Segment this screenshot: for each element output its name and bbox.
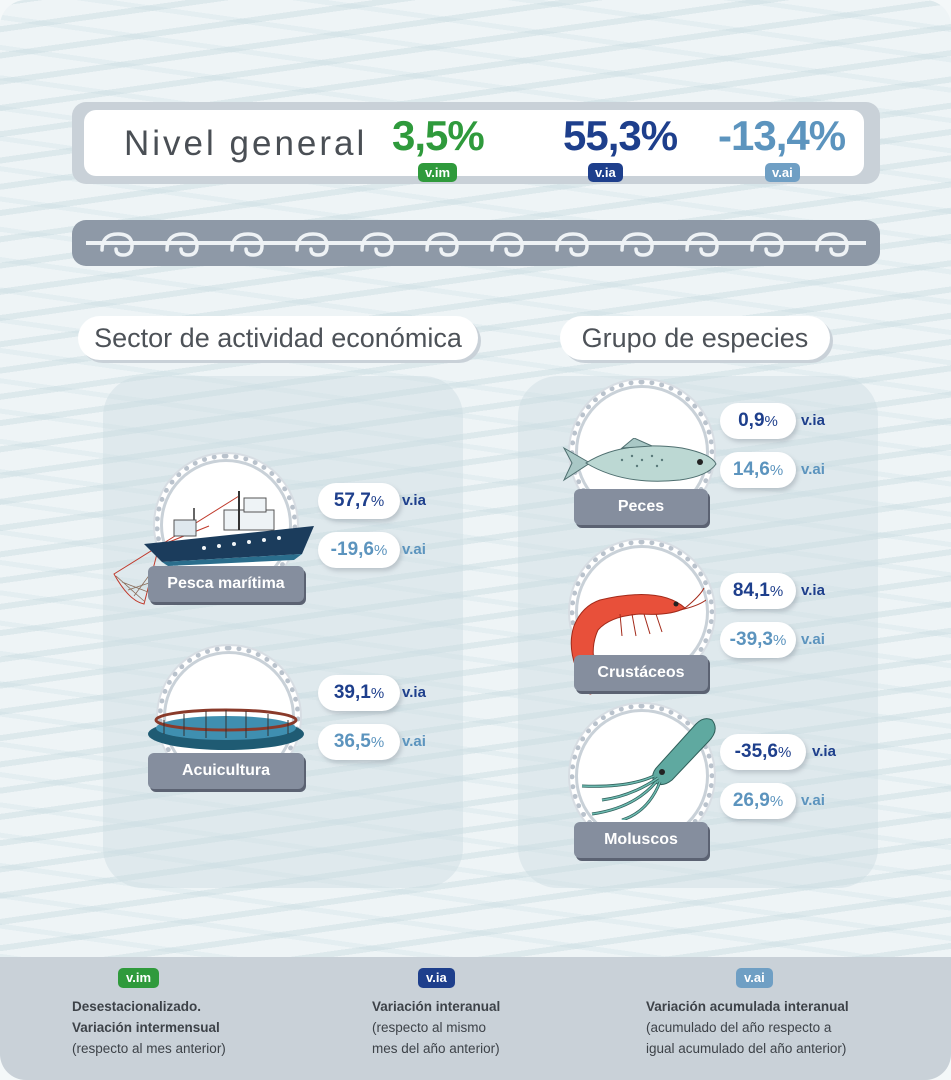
- peces-vai-value: 14,6: [732, 459, 770, 480]
- peces-via-value: 0,9: [738, 410, 765, 431]
- moluscos-vai-tag: v.ai: [801, 792, 825, 809]
- moluscos-vai-pill: 26,9%: [720, 783, 796, 819]
- crustaceos-via-value: 84,1: [732, 580, 770, 601]
- pct-sign: %: [370, 734, 385, 751]
- via-value: 55,3%: [563, 112, 678, 159]
- vai-badge: v.ai: [765, 163, 800, 182]
- wave-ornament-icon: [86, 232, 866, 257]
- legend-vim-line1: Desestacionalizado.: [72, 999, 202, 1014]
- legend-vai-badge: v.ai: [736, 968, 773, 988]
- species-section-title: Grupo de especies: [560, 316, 830, 360]
- via-badge: v.ia: [588, 163, 623, 182]
- pesca-via-pill: 57,7%: [318, 483, 400, 519]
- acuicultura-vai-pill: 36,5%: [318, 724, 400, 760]
- pct-sign: %: [769, 583, 784, 600]
- sector-section-title: Sector de actividad económica: [78, 316, 478, 360]
- acuicultura-via-value: 39,1: [333, 682, 371, 703]
- pct-sign: %: [373, 542, 388, 559]
- pesca-vai-value: -19,6: [330, 539, 374, 560]
- crustaceos-vai-tag: v.ai: [801, 631, 825, 648]
- legend-via-badge: v.ia: [418, 968, 455, 988]
- peces-via-pill: 0,9%: [720, 403, 796, 439]
- crustaceos-via-pill: 84,1%: [720, 573, 796, 609]
- legend-vim-line2: Variación intermensual: [72, 1020, 220, 1035]
- crustaceos-vai-value: -39,3: [729, 629, 773, 650]
- squid-icon: [581, 718, 716, 820]
- fishing-boat-icon: [113, 491, 314, 605]
- acuicultura-via-pill: 39,1%: [318, 675, 400, 711]
- crustaceos-via-tag: v.ia: [801, 582, 825, 599]
- legend-via-line2: (respecto al mismo: [372, 1020, 487, 1035]
- moluscos-via-value: -35,6: [734, 741, 778, 762]
- legend-vai-line1: Variación acumulada interanual: [646, 999, 849, 1014]
- peces-vai-pill: 14,6%: [720, 452, 796, 488]
- moluscos-via-tag: v.ia: [812, 743, 836, 760]
- acuicultura-vai-value: 36,5: [333, 731, 371, 752]
- pct-sign: %: [772, 632, 787, 649]
- species-label-crustaceos: Crustáceos: [574, 655, 708, 691]
- legend-via-line1: Variación interanual: [372, 999, 501, 1014]
- pesca-via-tag: v.ia: [402, 492, 426, 509]
- legend-vim-line3: (respecto al mes anterior): [72, 1041, 226, 1056]
- header-panel: [84, 110, 864, 176]
- vim-badge: v.im: [418, 163, 458, 182]
- pct-sign: %: [769, 462, 784, 479]
- species-label-moluscos: Moluscos: [574, 822, 708, 858]
- pct-sign: %: [370, 685, 385, 702]
- fish-farm-cage-icon: [148, 708, 304, 750]
- legend-via-line3: mes del año anterior): [372, 1041, 500, 1056]
- peces-via-tag: v.ia: [801, 412, 825, 429]
- pesca-vai-pill: -19,6%: [318, 532, 400, 568]
- legend-vim-text: Desestacionalizado. Variación intermensu…: [72, 996, 226, 1059]
- pesca-vai-tag: v.ai: [402, 541, 426, 558]
- pct-sign: %: [764, 413, 778, 430]
- species-label-peces: Peces: [574, 489, 708, 525]
- shrimp-icon: [570, 587, 706, 695]
- vai-value: -13,4%: [718, 112, 846, 159]
- decorative-wave-band: [72, 220, 880, 266]
- sector-panel: [103, 376, 463, 888]
- sector-label-acuicultura: Acuicultura: [148, 753, 304, 789]
- acuicultura-via-tag: v.ia: [402, 684, 426, 701]
- page-title: Nivel general: [124, 124, 368, 163]
- fish-icon: [562, 438, 717, 482]
- vim-value: 3,5%: [392, 112, 485, 159]
- crustaceos-vai-pill: -39,3%: [720, 622, 796, 658]
- moluscos-via-pill: -35,6%: [720, 734, 806, 770]
- pct-sign: %: [769, 793, 784, 810]
- peces-vai-tag: v.ai: [801, 461, 825, 478]
- pct-sign: %: [777, 744, 792, 761]
- pesca-via-value: 57,7: [333, 490, 371, 511]
- legend-vai-line3: igual acumulado del año anterior): [646, 1041, 847, 1056]
- legend-via-text: Variación interanual (respecto al mismo …: [372, 996, 500, 1059]
- legend-vai-line2: (acumulado del año respecto a: [646, 1020, 832, 1035]
- moluscos-vai-value: 26,9: [732, 790, 770, 811]
- sector-label-pesca: Pesca marítima: [148, 566, 304, 602]
- pct-sign: %: [370, 493, 385, 510]
- acuicultura-vai-tag: v.ai: [402, 733, 426, 750]
- legend-vai-text: Variación acumulada interanual (acumulad…: [646, 996, 849, 1059]
- legend-vim-badge: v.im: [118, 968, 160, 988]
